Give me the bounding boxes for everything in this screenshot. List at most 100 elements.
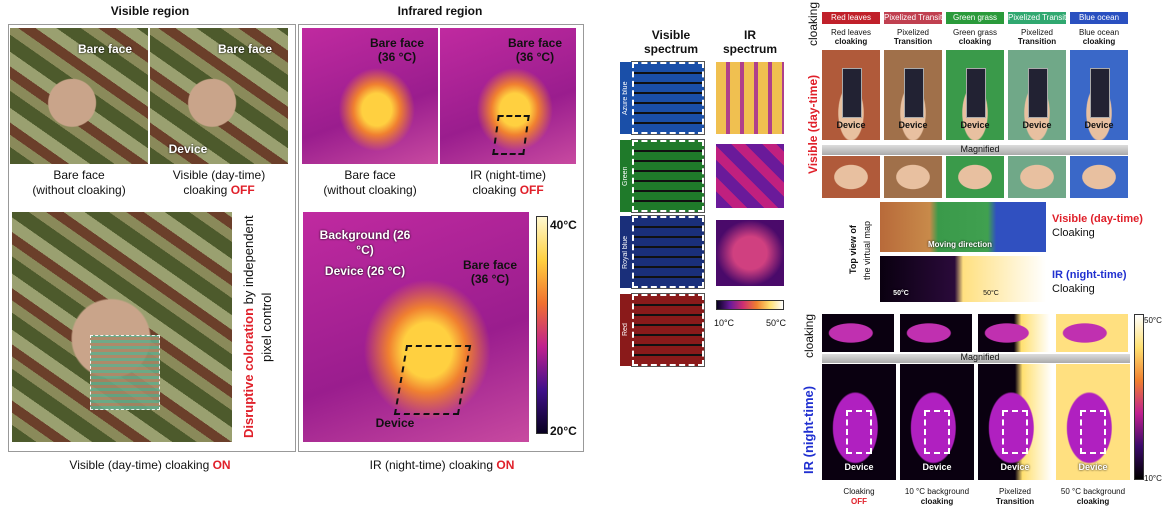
caption: cloaking OFF [440,183,576,197]
device-outline [394,345,471,415]
caption: cloaking [1070,37,1128,46]
ir-tile [716,62,784,134]
photo-label: Bare face [205,42,285,56]
caption: Blue ocean [1070,28,1128,37]
status: ON [496,458,514,472]
label: Device (26 °C) [310,264,420,278]
device-label: Device [910,460,964,474]
caption: cloaking [822,37,880,46]
caption: (without cloaking) [302,183,438,197]
ir-tile [716,220,784,286]
caption: Cloaking [818,487,900,497]
title: Visible [636,28,706,42]
device-label: Device [1066,460,1120,474]
caption: Visible (day-time) [150,168,288,182]
colorbar-min: 10°C [706,316,742,330]
caption: cloaking [1052,497,1134,507]
figure: Visible region Bare face Bare face (without… [0,0,1167,512]
device-label: Device [832,460,886,474]
map-temp: 50°C [886,290,916,298]
swatch: Red leaves [822,12,880,24]
bottom-caption: Visible (day-time) cloaking ON [10,458,290,472]
device-label: Device [950,118,1000,132]
map-label: Cloaking [1052,226,1164,240]
caption: cloaking OFF [150,183,288,197]
bottom-caption: IR (night-time) cloaking ON [300,458,584,472]
caption: Bare face [10,168,148,182]
caption: cloaking [896,497,978,507]
colorbar [536,216,548,434]
side-label: IR (night-time) [802,360,818,500]
pixel-device [90,335,160,410]
device-outline [924,410,950,454]
device-outline [1080,410,1106,454]
swatch: Pixelized Transition [884,12,942,24]
side-highlight: Disruptive coloration [241,308,256,438]
label: Bare face [455,258,525,272]
caption: Transition [1008,37,1066,46]
caption: Transition [974,497,1056,507]
photo-label: Bare face [65,42,145,56]
ir-small [822,314,894,352]
hand-small [1008,156,1066,198]
device [966,68,986,118]
caption: OFF [818,497,900,507]
device-label: Device [158,142,218,156]
section-title: Visible region [60,4,240,18]
label: Device [360,416,430,430]
photo-label: (36 °C) [500,50,570,64]
label: °C) [335,243,395,257]
photo-label: Bare face [362,36,432,50]
caption: 50 °C background [1052,487,1134,497]
colorbar-min: 20°C [550,424,586,438]
caption: cloaking [946,37,1004,46]
photo-label: Bare face [500,36,570,50]
device [904,68,924,118]
caption: IR (night-time) [440,168,576,182]
magnified: Magnified [940,144,1020,154]
ir-tile [716,144,784,208]
map-label: Visible (day-time) [1052,212,1164,226]
hand-small [884,156,942,198]
swatch: Pixelized Transition [1008,12,1066,24]
map-label: Cloaking [1052,282,1164,296]
map-label: IR (night-time) [1052,268,1164,282]
side-label: cloaking [802,312,818,360]
title: spectrum [720,42,780,56]
title: spectrum [636,42,706,56]
ir-small [900,314,972,352]
device [842,68,862,118]
hand-small [1070,156,1128,198]
device-label: Device [1074,118,1124,132]
colorbar-min: 10°C [1144,472,1167,486]
caption: Transition [884,37,942,46]
hand-small [822,156,880,198]
device [1090,68,1110,118]
tile-label: Green [620,142,632,210]
map-text: Moving direction [920,238,1000,252]
side-label: Visible (day-time) [806,44,820,204]
device-label: Device [826,118,876,132]
visible-tile [632,294,704,366]
title: IR [720,28,780,42]
device-label: Device [988,460,1042,474]
map-temp: 50°C [976,290,1006,298]
swatch: Blue ocean [1070,12,1128,24]
photo-label: (36 °C) [362,50,432,64]
caption: Pixelized [974,487,1056,497]
device-outline [846,410,872,454]
caption: Green grass [946,28,1004,37]
visible-tile [632,62,704,134]
tile-label: Red [620,296,632,364]
side-label: cloaking [806,10,820,46]
section-title: Infrared region [360,4,520,18]
tile-label: Royal blue [620,218,632,286]
side-text: Disruptive coloration by independent pix… [240,212,284,442]
ir-small [1056,314,1128,352]
device-outline [1002,410,1028,454]
colorbar-max: 50°C [1144,314,1167,328]
label: (36 °C) [455,272,525,286]
map-side: the virtual map [860,200,874,300]
visible-tile [632,216,704,288]
hand-small [946,156,1004,198]
